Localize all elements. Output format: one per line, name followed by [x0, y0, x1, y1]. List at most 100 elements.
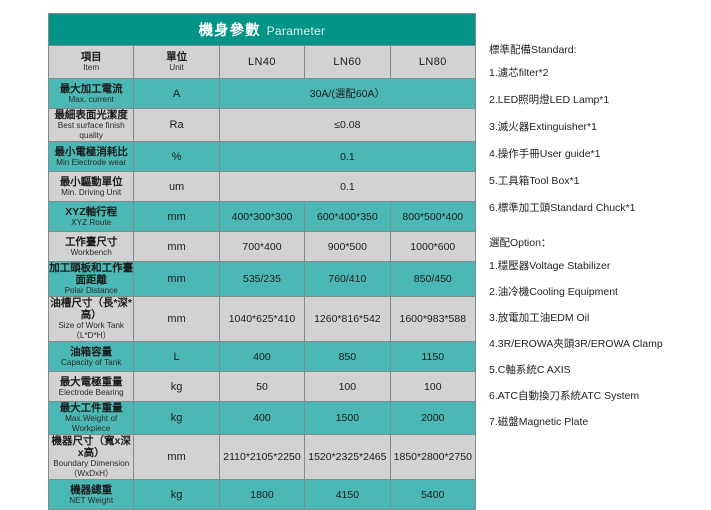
column-header-model-ln40: LN40: [218, 45, 306, 79]
row-item-cn: 最大加工電流: [59, 82, 123, 95]
row-item-cell: 最小驅動單位 Min. Driving Unit: [47, 171, 135, 202]
list-item: 7.磁盤Magnetic Plate: [489, 416, 589, 428]
row-item-cell: 機器總重 NET Weight: [47, 479, 135, 510]
list-item: 4.操作手冊User guide*1: [489, 148, 601, 160]
row-item-cell: 最大加工電流 Max. current: [47, 78, 135, 109]
row-value-cell-ln60: 900*500: [304, 231, 391, 262]
row-item-cell: 最小電極消耗比 Min Electrode wear: [47, 141, 135, 172]
row-value-cell-ln60: 600*400*350: [304, 201, 391, 232]
table-row: 加工頭板和工作臺面距離 Polar Distance mm 535/235 760/41…: [47, 261, 477, 297]
row-item-cell: 機器尺寸（寬x深x高） Boundary Dimension（WxDxH）: [47, 434, 135, 480]
row-unit-cell: mm: [133, 434, 220, 480]
row-value-cell-ln40: 400: [218, 341, 306, 372]
row-unit-cell: kg: [133, 401, 220, 435]
row-unit-cell: mm: [133, 201, 220, 232]
row-item-cn: 最大電極重量: [59, 375, 123, 388]
row-value-cell-ln80: 5400: [389, 479, 477, 510]
row-value-cell-ln40: 700*400: [218, 231, 306, 262]
row-item-cn: 最細表面光潔度: [54, 109, 128, 121]
row-value-cell-ln60: 4150: [304, 479, 391, 510]
row-merged-value-cell: 0.1: [218, 171, 477, 202]
column-header-unit-en: Unit: [169, 63, 184, 72]
row-unit-cell: um: [133, 171, 220, 202]
list-item: 3.滅火器Extinguisher*1: [489, 121, 597, 133]
row-unit-cell: Ra: [133, 108, 220, 142]
row-item-cn: 最大工件重量: [59, 402, 123, 414]
row-item-cn: 機器總重: [70, 483, 113, 496]
column-header-item: 項目 Item: [47, 45, 135, 79]
column-header-model-ln60-label: LN60: [333, 56, 362, 68]
row-value-cell-ln40: 400: [218, 401, 306, 435]
row-value-cell-ln40: 1800: [218, 479, 306, 510]
table-row: 機器總重 NET Weight kg 1800 4150 5400: [47, 479, 477, 510]
table-title-cn: 機身參數: [198, 23, 261, 39]
row-unit-cell: mm: [133, 261, 220, 297]
table-row: 最大電極重量 Electrode Bearing kg 50 100 100: [47, 371, 477, 402]
table-title-en: Parameter: [266, 24, 326, 38]
table-row: XYZ軸行程 XYZ Route mm 400*300*300 600*400*350 8…: [47, 201, 477, 232]
row-item-cn: 油箱容量: [70, 345, 113, 358]
row-item-en: NET Weight: [69, 495, 114, 505]
equipment-panel: 標準配備Standard: 1.濾芯filter*2 2.LED照明燈LED La…: [489, 44, 704, 442]
row-value-cell-ln80: 1850*2800*2750: [389, 434, 477, 480]
row-merged-value-cell: 30A/(選配60A）: [218, 78, 477, 109]
column-header-model-ln80: LN80: [389, 45, 477, 79]
row-value-cell-ln60: 1260*816*542: [304, 296, 391, 342]
row-item-en: Min Electrode wear: [56, 157, 127, 167]
row-item-cell: 工作臺尺寸 Workbench: [47, 231, 135, 262]
row-item-cn: XYZ軸行程: [65, 205, 118, 218]
table-row: 最小驅動單位 Min. Driving Unit um 0.1: [47, 171, 477, 202]
row-item-cn: 加工頭板和工作臺面距離: [49, 262, 134, 286]
optional-equipment-list: 1.穩壓器Voltage Stabilizer 2.油冷機Cooling Equi…: [489, 260, 704, 429]
row-item-en: Best surface finish quality: [57, 121, 125, 140]
row-value-cell-ln60: 1500: [304, 401, 391, 435]
table-row: 油箱容量 Capacity of Tank L 400 850 1150: [47, 341, 477, 372]
row-unit-cell: kg: [133, 479, 220, 510]
row-value-cell-ln60: 1520*2325*2465: [304, 434, 391, 480]
list-item: 1.濾芯filter*2: [489, 67, 549, 79]
row-unit-cell: mm: [133, 231, 220, 262]
list-item: 2.油冷機Cooling Equipment: [489, 286, 618, 298]
row-value-cell-ln40: 50: [218, 371, 306, 402]
column-header-unit-cn: 單位: [166, 51, 188, 63]
row-unit-cell: %: [133, 141, 220, 172]
row-item-en: XYZ Route: [71, 217, 112, 227]
row-item-cn: 最小驅動單位: [59, 175, 123, 188]
list-item: 6.標準加工頭Standard Chuck*1: [489, 202, 636, 214]
row-item-en: Workbench: [70, 247, 112, 257]
row-value-cell-ln40: 1040*625*410: [218, 296, 306, 342]
row-value-cell-ln60: 760/410: [304, 261, 391, 297]
table-title-row: 機身參數 Parameter: [48, 13, 476, 46]
row-merged-value-cell: ≤0.08: [218, 108, 477, 142]
row-unit-cell: L: [133, 341, 220, 372]
table-row: 最大加工電流 Max. current A 30A/(選配60A）: [47, 78, 477, 109]
column-header-model-ln80-label: LN80: [418, 56, 447, 68]
row-item-cell: XYZ軸行程 XYZ Route: [47, 201, 135, 232]
column-header-item-cn: 項目: [80, 51, 102, 63]
standard-equipment-block: 標準配備Standard: 1.濾芯filter*2 2.LED照明燈LED La…: [489, 44, 704, 215]
row-item-en: Size of Work Tank（L*D*H）: [58, 321, 125, 340]
row-item-en: Boundary Dimension（WxDxH）: [53, 459, 130, 478]
list-item: 5.C軸系統C AXIS: [489, 364, 571, 376]
row-value-cell-ln80: 800*500*400: [389, 201, 477, 232]
list-item: 4.3R/EROWA夾頭3R/EROWA Clamp: [489, 338, 663, 350]
table-row: 最大工件重量 Max.Weight of Workpiece kg 400 1500 20…: [47, 401, 477, 435]
row-item-cell: 加工頭板和工作臺面距離 Polar Distance: [47, 261, 135, 297]
row-item-en: Capacity of Tank: [61, 357, 122, 367]
column-header-model-ln60: LN60: [304, 45, 391, 79]
row-unit-cell: mm: [133, 296, 220, 342]
row-value-cell-ln40: 535/235: [218, 261, 306, 297]
row-item-cell: 最大電極重量 Electrode Bearing: [47, 371, 135, 402]
row-value-cell-ln80: 850/450: [389, 261, 477, 297]
row-value-cell-ln80: 1000*600: [389, 231, 477, 262]
table-row: 工作臺尺寸 Workbench mm 700*400 900*500 1000*600: [47, 231, 477, 262]
table-title-cell: 機身參數 Parameter: [48, 13, 476, 46]
row-value-cell-ln80: 100: [389, 371, 477, 402]
row-item-cell: 最大工件重量 Max.Weight of Workpiece: [47, 401, 135, 435]
column-header-item-en: Item: [83, 63, 100, 72]
row-merged-value-cell: 0.1: [218, 141, 477, 172]
list-item: 5.工具箱Tool Box*1: [489, 175, 580, 187]
table-row: 最細表面光潔度 Best surface finish quality Ra ≤0.0…: [47, 108, 477, 142]
row-value-cell-ln80: 2000: [389, 401, 477, 435]
table-header-row: 項目 Item 單位 Unit LN40 LN60 LN80: [47, 45, 477, 79]
